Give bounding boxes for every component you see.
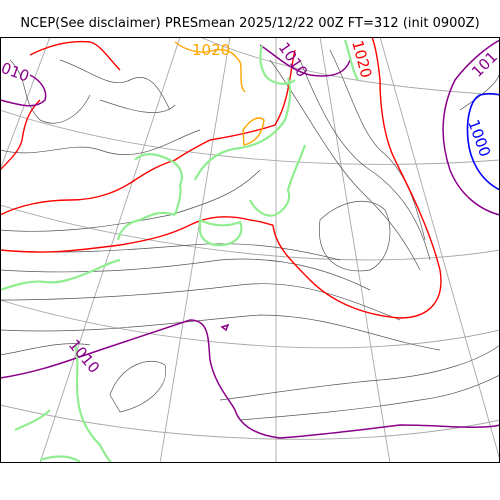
contour-labels: 010 1020 1010 1020 1000 101 1010 <box>0 38 500 376</box>
isobars <box>0 49 500 421</box>
pressure-map: 010 1020 1010 1020 1000 101 1010 <box>0 37 500 463</box>
map-title: NCEP(See disclaimer) PRESmean 2025/12/22… <box>20 16 480 31</box>
label-top-center: 1020 <box>192 41 230 59</box>
label-top-right: 1020 <box>348 38 375 80</box>
label-east-low: 1000 <box>464 117 494 159</box>
isobar-1030 <box>174 41 265 146</box>
isobar-1000 <box>466 92 500 191</box>
isobar-1010 <box>0 39 500 439</box>
graticule <box>0 37 500 463</box>
isobar-1020 <box>0 37 442 319</box>
label-nw: 010 <box>0 59 32 86</box>
label-east-edge: 101 <box>468 48 500 81</box>
coastlines <box>0 39 359 463</box>
